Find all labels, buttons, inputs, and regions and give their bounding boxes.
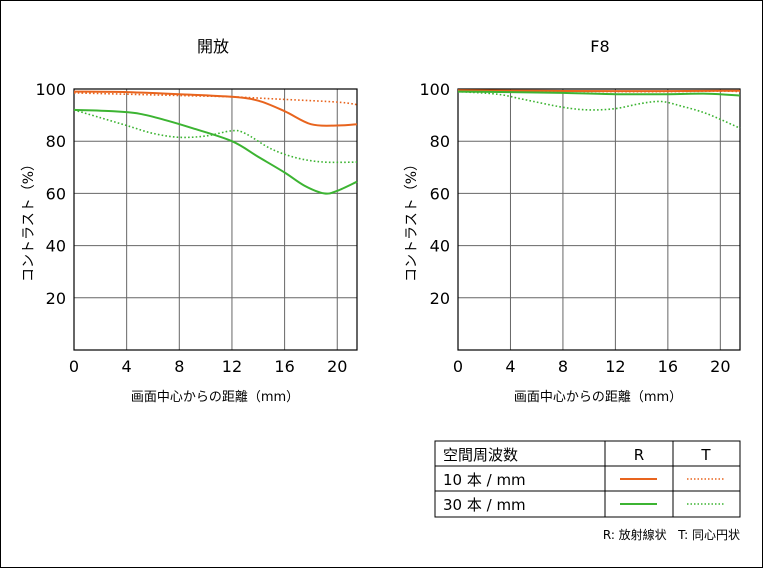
x-tick-label: 4 (122, 357, 132, 376)
y-axis-label: コントラスト（%） (404, 157, 420, 282)
y-tick-label: 60 (430, 184, 450, 203)
plot-area (73, 88, 358, 351)
legend-header: 空間周波数 (443, 446, 518, 464)
x-axis-label: 画面中心からの距離（mm） (514, 390, 682, 405)
x-tick-label: 20 (710, 357, 730, 376)
y-tick-label: 80 (46, 132, 66, 151)
footnote: R: 放射線状 T: 同心円状 (603, 527, 740, 542)
y-tick-label: 60 (46, 184, 66, 203)
chart-open-aperture: 開放 0 4 8 12 16 20 20 40 60 80 100 画面中心からの距離（mm） コントラス… (21, 37, 358, 405)
y-tick-label: 100 (419, 80, 450, 99)
x-tick-label: 12 (222, 357, 242, 376)
x-tick-label: 16 (658, 357, 678, 376)
series-line (73, 108, 358, 195)
x-tick-label: 8 (558, 357, 568, 376)
legend-col-r: R (634, 446, 644, 464)
x-tick-label: 8 (174, 357, 184, 376)
series-line (73, 90, 358, 127)
legend-row-10: 10 本 / mm (443, 471, 526, 489)
legend-table: 空間周波数 R T 10 本 / mm 30 本 / mm (434, 440, 741, 518)
series-line (457, 90, 741, 97)
y-tick-label: 40 (46, 237, 66, 256)
x-tick-label: 0 (69, 357, 79, 376)
x-tick-label: 12 (605, 357, 625, 376)
series-line (457, 90, 741, 129)
chart-f8: F8 0 4 8 12 16 20 20 40 60 80 100 画面中心からの距離（mm） コントラス… (404, 37, 741, 405)
y-tick-label: 80 (430, 132, 450, 151)
chart-title: F8 (590, 37, 609, 56)
x-tick-label: 0 (453, 357, 463, 376)
y-tick-label: 20 (430, 289, 450, 308)
legend-row-30: 30 本 / mm (443, 496, 526, 514)
y-tick-label: 100 (35, 80, 66, 99)
series-line (73, 109, 358, 164)
series-line (73, 92, 358, 106)
y-tick-label: 20 (46, 289, 66, 308)
x-tick-label: 16 (274, 357, 294, 376)
x-tick-label: 4 (505, 357, 515, 376)
y-tick-label: 40 (430, 237, 450, 256)
legend-col-t: T (700, 446, 711, 464)
x-tick-label: 20 (327, 357, 347, 376)
x-axis-label: 画面中心からの距離（mm） (131, 390, 299, 405)
chart-title: 開放 (197, 37, 229, 56)
plot-area (457, 88, 741, 351)
series-line (457, 90, 741, 93)
y-axis-label: コントラスト（%） (21, 157, 37, 282)
